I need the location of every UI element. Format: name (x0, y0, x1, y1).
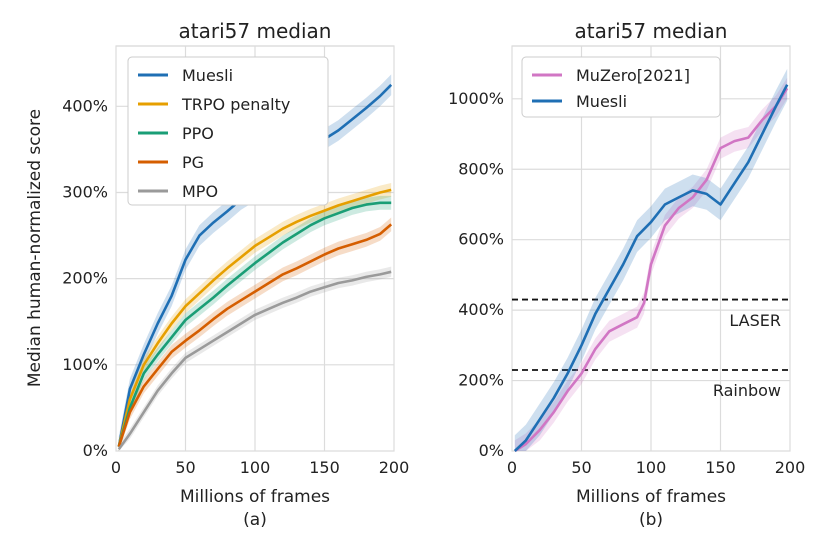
panel-b-y-tick-label: 200% (458, 371, 504, 390)
panel-b-x-tick-label: 200 (775, 458, 806, 477)
panel-b-y-tick-label: 600% (458, 230, 504, 249)
panel-a-panel-label: (a) (243, 510, 267, 530)
panel-a-y-tick-label: 300% (62, 182, 108, 201)
panel-b-legend-label-muesli: Muesli (576, 92, 627, 111)
panel-a-x-tick-label: 150 (309, 458, 340, 477)
panel-a-trpo-penalty-line (117, 188, 392, 447)
rainbow-reference-label: Rainbow (713, 381, 781, 400)
panel-b-muesli-line (513, 84, 789, 452)
panel-b-legend: MuZero[2021] Muesli (521, 56, 721, 118)
panel-a-legend-label-pg: PG (182, 153, 204, 172)
panel-a-mpo-line (117, 270, 392, 451)
laser-reference-label: LASER (729, 311, 781, 330)
panel-b-x-tick-label: 50 (571, 458, 591, 477)
panel-a-legend-label-ppo: PPO (182, 124, 214, 143)
panel-a-muesli-band (118, 74, 392, 452)
panel-a-legend-label-trpo-penalty: TRPO penalty (181, 95, 290, 114)
panel-b-legend-label-muzero-2021: MuZero[2021] (576, 66, 690, 85)
panel-a-y-tick-label: 0% (83, 441, 108, 460)
panel-a-x-tick-label: 0 (111, 458, 121, 477)
panel-b-x-tick-label: 0 (507, 458, 517, 477)
panel-a-y-axis-label: Median human-normalized score (25, 109, 45, 387)
panel-a-y-tick-label: 400% (62, 96, 108, 115)
panel-b-muzero-2021-line (514, 87, 789, 453)
panel-b-title: atari57 median (575, 19, 728, 43)
panel-a-x-tick-label: 100 (240, 458, 271, 477)
panel-a-trpo-penalty-band (118, 183, 392, 451)
panel-b-x-axis-label: Millions of frames (576, 487, 726, 507)
panel-b-y-tick-label: 800% (458, 159, 504, 178)
panel-b-x-tick-label: 150 (705, 458, 736, 477)
panel-a-pg-line (117, 223, 393, 448)
panel-b-y-tick-label: 1000% (448, 89, 504, 108)
panel-a-legend-box (127, 56, 329, 206)
panel-a-y-tick-label: 100% (62, 355, 108, 374)
panel-a: 0% 100% 200% 300% 400% 0 50 100 150 200 atari57 … (25, 19, 409, 530)
panel-a-ppo-line (117, 201, 392, 448)
panel-b: 0% 200% 400% 600% 800% 1000% 0 50 100 150 200 ata… (448, 19, 805, 530)
panel-a-legend-label-mpo: MPO (182, 182, 218, 201)
panel-b-muesli-band (514, 68, 788, 452)
panel-b-x-tick-label: 100 (636, 458, 667, 477)
panel-b-panel-label: (b) (639, 510, 663, 530)
panel-a-x-tick-label: 200 (379, 458, 410, 477)
panel-a-x-tick-label: 50 (175, 458, 195, 477)
panel-a-legend-label-muesli: Muesli (182, 66, 233, 85)
panel-a-legend: Muesli TRPO penalty PPO PG MPO (127, 56, 329, 206)
panel-b-y-tick-label: 400% (458, 300, 504, 319)
panel-a-y-tick-label: 200% (62, 269, 108, 288)
panel-b-y-tick-label: 0% (479, 441, 504, 460)
panel-b-legend-box (521, 56, 721, 118)
panel-a-x-axis-label: Millions of frames (180, 487, 330, 507)
panel-a-title: atari57 median (179, 19, 332, 43)
